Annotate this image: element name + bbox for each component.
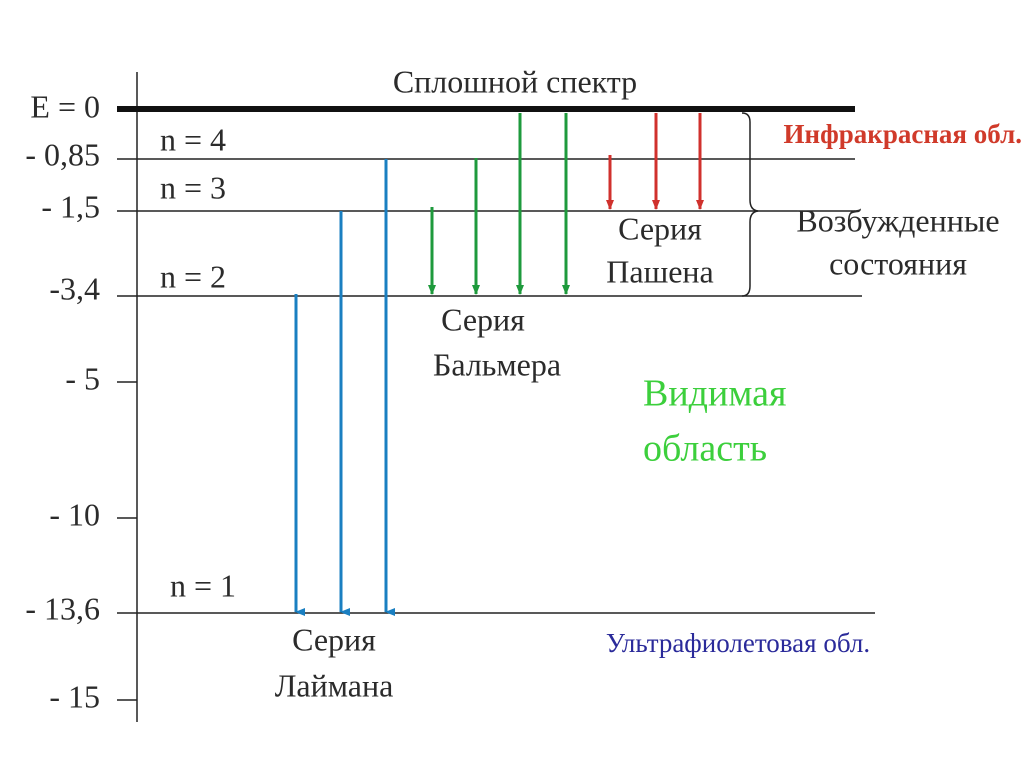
brace bbox=[741, 112, 759, 297]
ultraviolet-label: Ультрафиолетовая обл. bbox=[606, 628, 870, 658]
level-label: n = 1 bbox=[170, 567, 236, 603]
series-label: Лаймана bbox=[275, 667, 394, 703]
infrared-label: Инфракрасная обл. bbox=[784, 119, 1022, 149]
level-label: n = 3 bbox=[160, 169, 226, 205]
visible-label: Видимая bbox=[643, 373, 786, 415]
excited-label: Возбужденные bbox=[796, 202, 999, 238]
continuum-label: Сплошной спектр bbox=[393, 63, 637, 99]
ticks bbox=[117, 381, 137, 701]
axis: E = 0 - 0,85 - 1,5 -3,4 - 5 - 10 - 13,6 … bbox=[25, 72, 138, 722]
visible-label: область bbox=[643, 428, 767, 470]
axis-label: - 0,85 bbox=[25, 136, 100, 172]
balmer-arrows bbox=[428, 113, 570, 295]
axis-label: - 15 bbox=[49, 678, 100, 714]
axis-label: E = 0 bbox=[30, 88, 100, 124]
series-label: Пашена bbox=[606, 253, 713, 289]
series-label: Бальмера bbox=[433, 346, 561, 382]
lyman-arrows bbox=[294, 159, 395, 616]
level-label: n = 2 bbox=[160, 258, 226, 294]
axis-label: - 5 bbox=[65, 360, 100, 396]
excited-label: состояния bbox=[829, 245, 967, 281]
series-label: Серия bbox=[618, 210, 702, 246]
paschen-arrows bbox=[606, 113, 704, 210]
axis-label: - 1,5 bbox=[41, 188, 100, 224]
axis-label: - 13,6 bbox=[25, 590, 100, 626]
level-label: n = 4 bbox=[160, 121, 226, 157]
series-label: Серия bbox=[292, 621, 376, 657]
axis-label: -3,4 bbox=[49, 270, 100, 306]
axis-label: - 10 bbox=[49, 496, 100, 532]
series-label: Серия bbox=[441, 301, 525, 337]
